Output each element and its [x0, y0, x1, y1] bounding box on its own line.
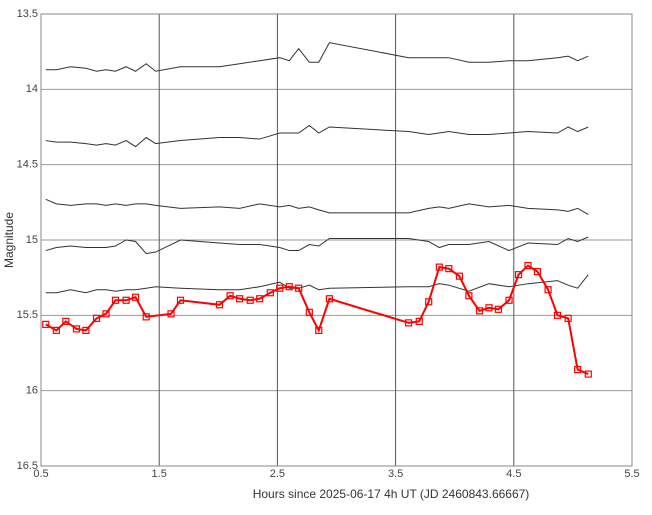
point-marker: [167, 310, 175, 318]
plot-frame: [40, 13, 633, 467]
point-marker: [553, 311, 562, 319]
y-tick-label: 14.5: [17, 159, 38, 171]
point-marker: [52, 326, 60, 334]
point-marker: [315, 326, 323, 334]
point-marker: [405, 319, 413, 327]
point-marker: [246, 296, 254, 304]
point-marker: [131, 293, 140, 301]
x-tick-label: 3.5: [388, 468, 403, 480]
comparison-line: [45, 42, 589, 72]
point-marker: [485, 304, 493, 312]
point-marker: [505, 296, 513, 304]
point-marker: [584, 370, 592, 378]
point-marker: [111, 296, 120, 304]
point-marker: [42, 320, 50, 328]
target-line: [45, 264, 589, 376]
x-tick-label: 5.5: [624, 468, 639, 480]
point-marker: [564, 314, 572, 322]
point-marker: [142, 313, 150, 321]
y-tick-label: 16.5: [17, 460, 38, 472]
y-tick-label: 14: [26, 83, 38, 95]
point-marker: [435, 263, 443, 271]
point-marker: [425, 298, 433, 306]
point-marker: [256, 295, 264, 303]
point-marker: [494, 305, 503, 313]
point-marker: [285, 283, 293, 291]
point-marker: [122, 296, 130, 304]
point-marker: [266, 289, 274, 297]
y-tick-label: 15: [26, 234, 38, 246]
point-marker: [226, 292, 234, 300]
point-marker: [176, 296, 185, 304]
y-tick-label: 15.5: [17, 309, 38, 321]
point-marker: [295, 284, 303, 292]
comparison-line: [45, 274, 589, 294]
y-tick-label: 16: [26, 385, 38, 397]
point-marker: [533, 268, 542, 276]
x-tick-label: 2.5: [270, 468, 285, 480]
point-marker: [215, 301, 224, 309]
point-marker: [325, 295, 334, 303]
point-marker: [455, 272, 464, 280]
point-marker: [445, 265, 453, 273]
point-marker: [475, 307, 484, 315]
point-marker: [62, 317, 70, 325]
comparison-line: [45, 198, 589, 215]
point-marker: [92, 314, 101, 322]
y-axis-title: Magnitude: [2, 212, 16, 268]
point-marker: [574, 365, 582, 374]
point-marker: [235, 295, 244, 303]
comparison-line: [45, 124, 589, 148]
point-marker: [82, 326, 90, 334]
y-tick-label: 13.5: [17, 8, 38, 20]
point-marker: [305, 308, 313, 316]
point-marker: [544, 286, 552, 294]
x-tick-label: 4.5: [506, 468, 521, 480]
point-marker: [102, 310, 110, 318]
point-marker: [465, 292, 473, 300]
point-marker: [524, 262, 532, 270]
x-tick-label: 0.5: [33, 468, 48, 480]
x-axis-title: Hours since 2025-06-17 4h UT (JD 2460843…: [253, 487, 530, 501]
point-marker: [72, 325, 81, 333]
comparison-line: [45, 236, 589, 255]
point-marker: [276, 284, 284, 292]
point-marker: [514, 271, 523, 279]
x-tick-label: 1.5: [152, 468, 167, 480]
point-marker: [415, 317, 423, 325]
